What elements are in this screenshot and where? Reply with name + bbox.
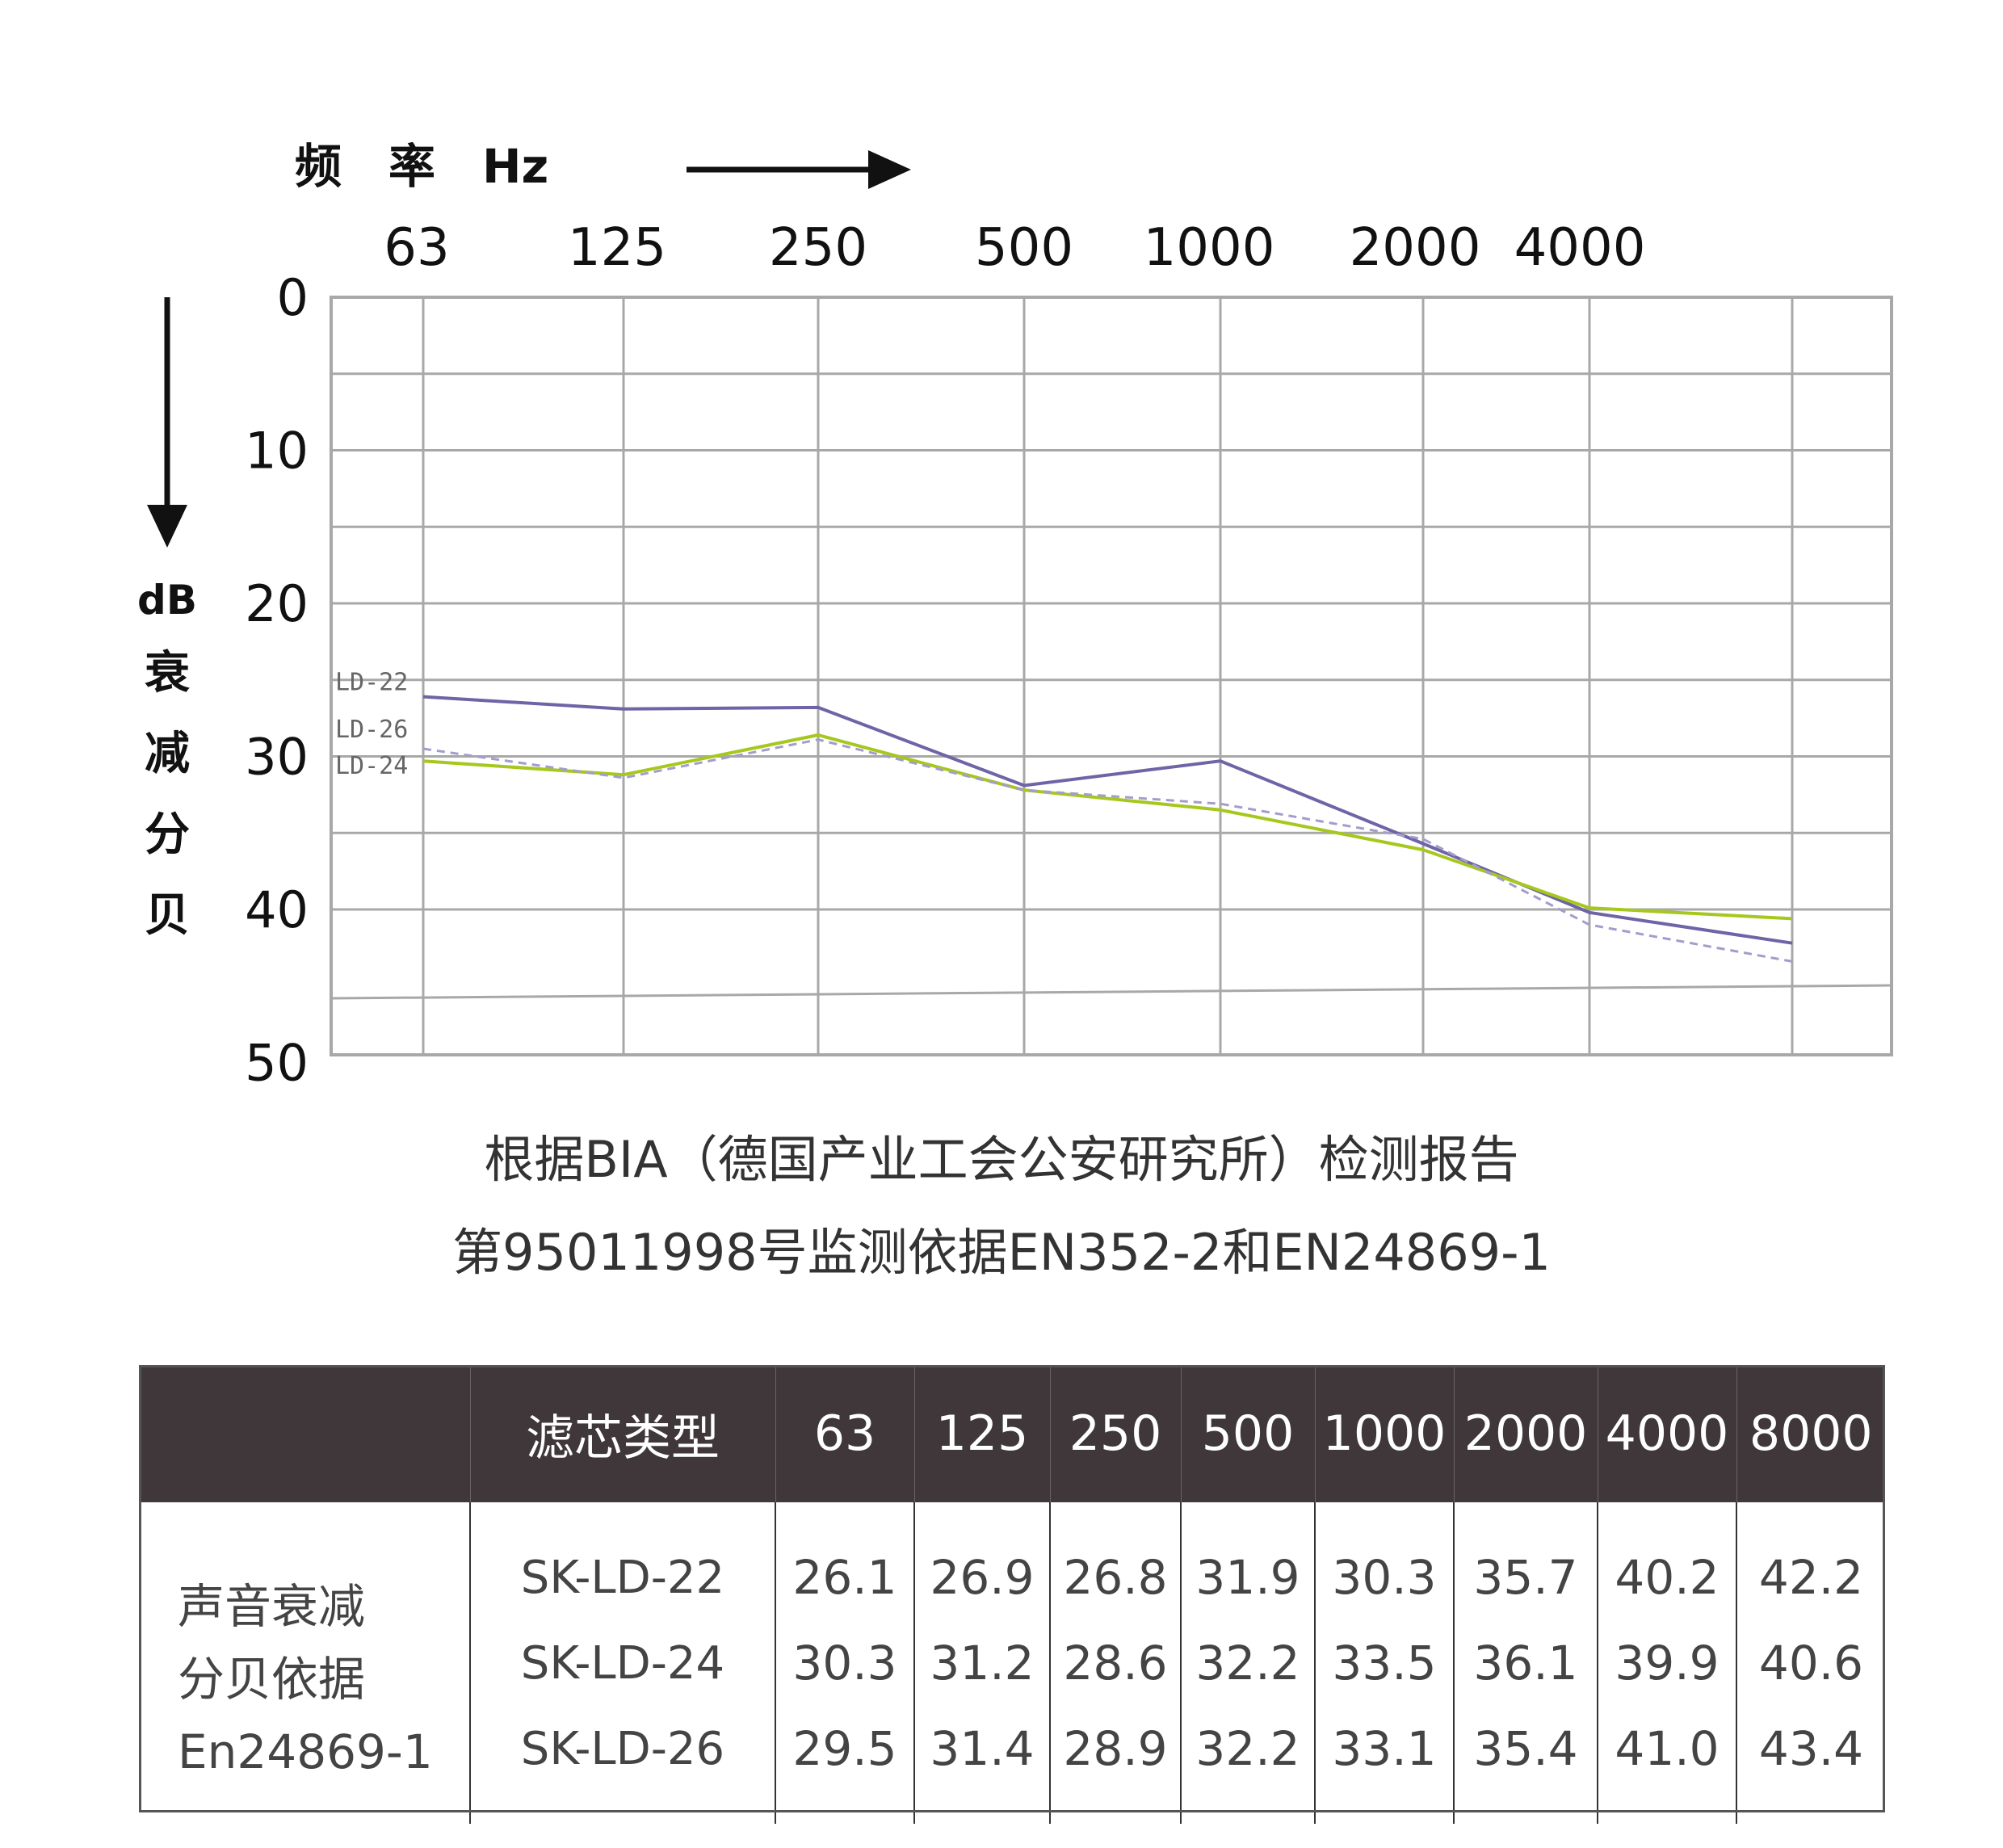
header-cell-1000: 1000 — [1314, 1365, 1454, 1502]
header-cell-250: 250 — [1049, 1365, 1181, 1502]
row-label-line: 分贝依据 — [178, 1652, 366, 1707]
value-cell: 30.3 — [775, 1620, 914, 1706]
x-tick-label: 63 — [384, 218, 449, 278]
header-cell-2000: 2000 — [1453, 1365, 1598, 1502]
attenuation-chart: LD-22 LD-24 LD-26 63 125 250 500 1000 2000 4000 0 1… — [137, 139, 1893, 1093]
value-cell: 35.4 — [1453, 1706, 1598, 1824]
table-row: SK-LD-24 30.3 31.2 28.6 32.2 33.5 36.1 3… — [139, 1620, 1885, 1706]
series-label-ld-26: LD-26 — [335, 716, 408, 744]
y-tick-label: 10 — [245, 422, 309, 481]
x-tick-label: 250 — [769, 218, 867, 278]
value-cell: 33.1 — [1314, 1706, 1454, 1824]
caption-line-1: 根据BIA（德国产业工会公安研究所）检测报告 — [484, 1130, 1519, 1189]
y-axis-title-char: 贝 — [145, 889, 190, 942]
value-cell: 28.6 — [1049, 1620, 1181, 1706]
table-row: SK-LD-26 29.5 31.4 28.9 32.2 33.1 35.4 4… — [139, 1706, 1885, 1824]
y-tick-label: 50 — [245, 1034, 309, 1093]
y-tick-label: 20 — [245, 574, 309, 633]
header-cell-8000: 8000 — [1736, 1365, 1885, 1502]
chart-grid — [330, 296, 1893, 1056]
x-axis-title: 频 率 Hz — [295, 139, 548, 194]
y-axis-arrow-head — [147, 505, 187, 548]
value-cell: 32.2 — [1180, 1620, 1315, 1706]
y-axis-title-char: 分 — [145, 808, 190, 861]
value-cell: 39.9 — [1597, 1620, 1736, 1706]
y-tick-label: 40 — [245, 880, 309, 939]
grid-hline — [330, 984, 1892, 1000]
x-tick-label: 1000 — [1144, 218, 1275, 278]
plot-frame — [330, 296, 1893, 1056]
x-tick-label: 2000 — [1350, 218, 1481, 278]
series-label-ld-22: LD-22 — [335, 669, 408, 697]
header-cell-125: 125 — [913, 1365, 1050, 1502]
y-tick-label: 0 — [277, 268, 309, 327]
value-cell: 30.3 — [1314, 1502, 1454, 1620]
table-row: 声音衰减 分贝依据 En24869-1 SK-LD-22 26.1 26.9 2… — [139, 1502, 1885, 1779]
value-cell: 33.5 — [1314, 1620, 1454, 1706]
x-axis-arrow-head — [868, 150, 911, 189]
header-cell-empty — [139, 1365, 470, 1502]
value-cell: 35.7 — [1453, 1502, 1598, 1620]
value-cell: 32.2 — [1180, 1706, 1315, 1824]
type-cell: SK-LD-24 — [469, 1620, 775, 1706]
value-cell: 42.2 — [1736, 1502, 1885, 1620]
value-cell: 31.9 — [1180, 1502, 1315, 1620]
value-cell: 26.9 — [913, 1502, 1050, 1620]
value-cell: 36.1 — [1453, 1620, 1598, 1706]
value-cell: 26.8 — [1049, 1502, 1181, 1620]
value-cell: 40.6 — [1736, 1620, 1885, 1706]
header-cell-500: 500 — [1180, 1365, 1315, 1502]
header-cell-4000: 4000 — [1597, 1365, 1736, 1502]
y-axis-title-char: dB — [137, 577, 197, 624]
chart-series — [422, 695, 1793, 963]
x-tick-label: 500 — [975, 218, 1073, 278]
value-cell: 31.4 — [913, 1706, 1050, 1824]
row-label-line: En24869-1 — [178, 1724, 433, 1779]
x-tick-label: 125 — [568, 218, 666, 278]
value-cell: 43.4 — [1736, 1706, 1885, 1824]
series-line-ld-26 — [422, 738, 1793, 963]
header-cell-type: 滤芯类型 — [469, 1365, 775, 1502]
row-label-line: 声音衰减 — [178, 1579, 366, 1634]
y-axis-title-char: 减 — [145, 728, 190, 780]
caption-line-2: 第95011998号监测依据EN352-2和EN24869-1 — [452, 1223, 1551, 1282]
type-cell: SK-LD-22 — [469, 1502, 775, 1620]
y-axis-title-char: 衰 — [145, 647, 190, 699]
series-line-ld-22 — [422, 695, 1793, 945]
row-label-cell: 声音衰减 分贝依据 En24869-1 — [139, 1502, 470, 1824]
x-tick-label: 4000 — [1514, 218, 1646, 278]
y-tick-label: 30 — [245, 728, 309, 787]
chart-labels: LD-22 LD-24 LD-26 63 125 250 500 1000 2000 4000 0 1… — [137, 139, 1645, 1093]
attenuation-table: 滤芯类型 63 125 250 500 1000 2000 4000 8000 … — [139, 1365, 1885, 1824]
table-header-row: 滤芯类型 63 125 250 500 1000 2000 4000 8000 — [139, 1365, 1885, 1502]
series-line-ld-24 — [422, 733, 1793, 921]
header-cell-63: 63 — [775, 1365, 914, 1502]
value-cell: 28.9 — [1049, 1706, 1181, 1824]
value-cell: 29.5 — [775, 1706, 914, 1824]
value-cell: 40.2 — [1597, 1502, 1736, 1620]
type-cell: SK-LD-26 — [469, 1706, 775, 1824]
value-cell: 41.0 — [1597, 1706, 1736, 1824]
value-cell: 31.2 — [913, 1620, 1050, 1706]
value-cell: 26.1 — [775, 1502, 914, 1620]
series-label-ld-24: LD-24 — [335, 752, 408, 780]
